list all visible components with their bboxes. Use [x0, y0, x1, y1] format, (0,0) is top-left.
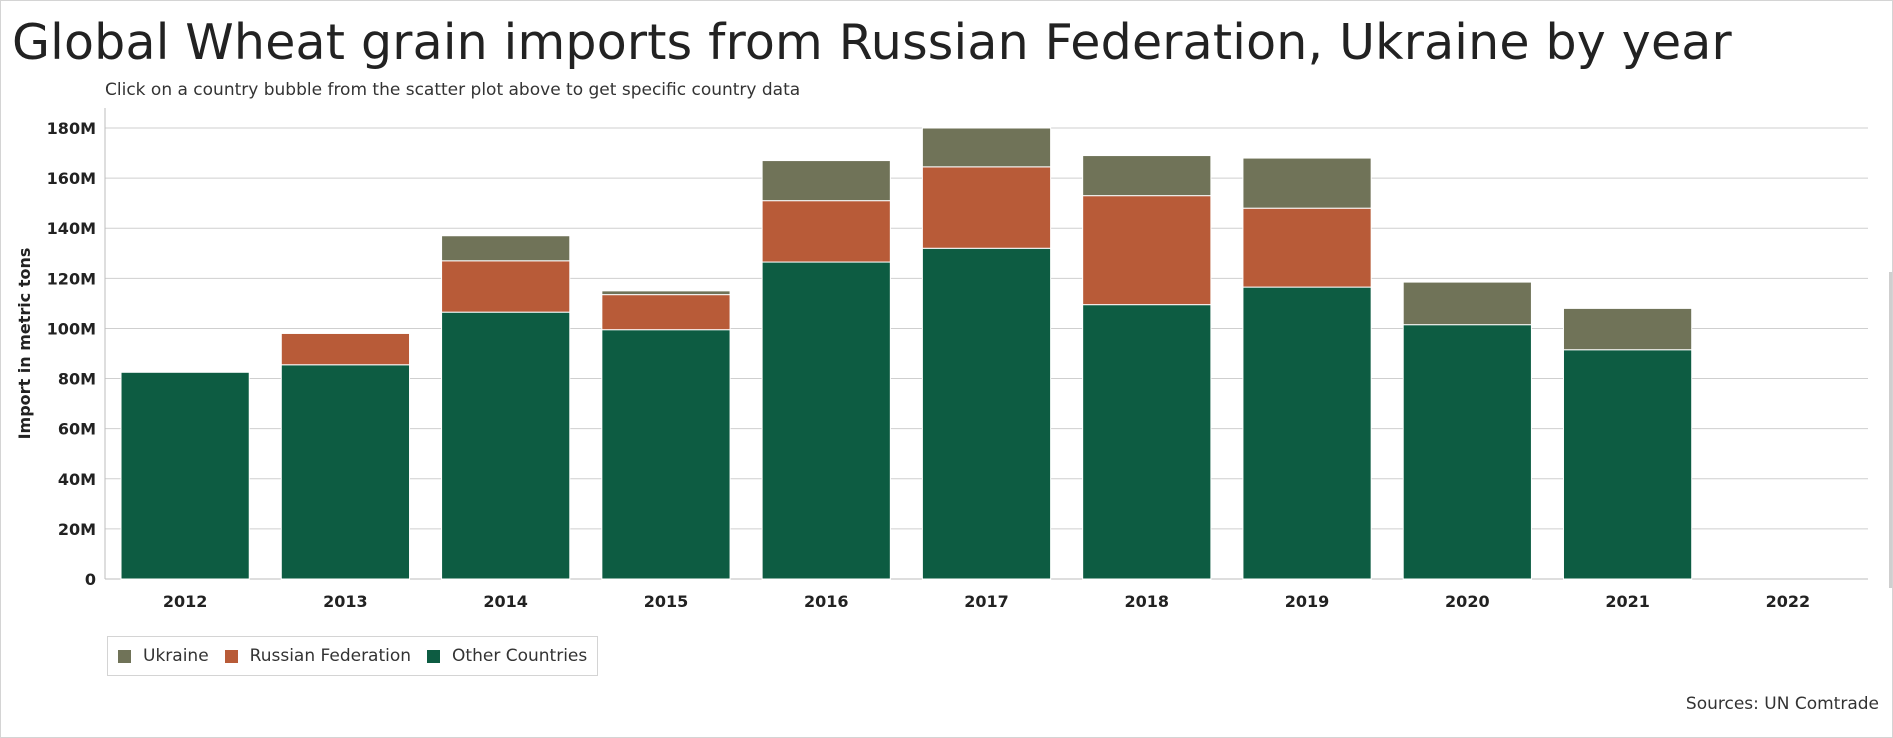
- y-axis-title: Import in metric tons: [15, 248, 34, 440]
- legend-item-other-countries[interactable]: Other Countries: [427, 646, 587, 666]
- y-tick-label: 0: [85, 570, 96, 589]
- bar-segment-russian-federation[interactable]: [441, 260, 571, 313]
- bar-segment-ukraine[interactable]: [601, 290, 731, 296]
- x-tick-label: 2020: [1445, 592, 1490, 611]
- legend: Ukraine Russian Federation Other Countri…: [107, 636, 599, 676]
- bar-segment-other-countries[interactable]: [601, 329, 731, 580]
- legend-item-russian-federation[interactable]: Russian Federation: [224, 646, 412, 666]
- x-tick-label: 2017: [964, 592, 1009, 611]
- y-tick-label: 40M: [58, 470, 96, 489]
- x-tick-label: 2022: [1766, 592, 1811, 611]
- legend-label-russian-federation: Russian Federation: [249, 646, 412, 666]
- legend-label-other-countries: Other Countries: [452, 646, 588, 666]
- bar-segment-other-countries[interactable]: [921, 247, 1052, 580]
- y-tick-label: 100M: [47, 319, 96, 338]
- bar-segment-other-countries[interactable]: [761, 261, 891, 580]
- bar-segment-other-countries[interactable]: [1402, 324, 1532, 580]
- bar-segment-other-countries[interactable]: [280, 364, 411, 580]
- x-tick-label: 2015: [644, 592, 689, 611]
- chart-subtitle: Click on a country bubble from the scatt…: [105, 80, 801, 100]
- scrollbar[interactable]: [1889, 272, 1892, 588]
- bar-segment-other-countries[interactable]: [441, 311, 571, 580]
- x-tick-label: 2018: [1125, 592, 1170, 611]
- bar-segment-russian-federation[interactable]: [1082, 195, 1212, 306]
- bar-segment-russian-federation[interactable]: [280, 332, 411, 366]
- y-axis-ticks: 0 20M 40M 60M 80M 100M 120M 140M 160M 180M: [47, 119, 96, 589]
- bar-segment-russian-federation[interactable]: [1242, 207, 1372, 288]
- bar-segment-other-countries[interactable]: [1562, 349, 1693, 580]
- bar-segment-other-countries[interactable]: [1242, 286, 1372, 580]
- bar-segment-russian-federation[interactable]: [761, 200, 891, 263]
- x-tick-label: 2021: [1605, 592, 1650, 611]
- bar-segment-other-countries[interactable]: [1082, 304, 1212, 580]
- y-tick-label: 80M: [58, 370, 96, 389]
- bar-segment-ukraine[interactable]: [1082, 155, 1212, 197]
- legend-item-ukraine[interactable]: Ukraine: [118, 646, 209, 666]
- bar-segment-ukraine[interactable]: [761, 160, 891, 202]
- legend-swatch-other-countries: [427, 649, 441, 663]
- y-tick-label: 60M: [58, 420, 96, 439]
- chart-title: Global Wheat grain imports from Russian …: [12, 14, 1732, 71]
- x-tick-label: 2013: [323, 592, 368, 611]
- legend-swatch-russian-federation: [224, 649, 238, 663]
- bar-segment-ukraine[interactable]: [921, 127, 1052, 168]
- y-tick-label: 140M: [47, 219, 96, 238]
- bar-segment-ukraine[interactable]: [1242, 157, 1372, 209]
- bars: [120, 127, 1693, 580]
- legend-swatch-ukraine: [118, 649, 131, 663]
- x-tick-label: 2019: [1285, 592, 1330, 611]
- bar-segment-ukraine[interactable]: [1562, 307, 1693, 351]
- source-note: Sources: UN Comtrade: [1685, 694, 1879, 714]
- bar-segment-ukraine[interactable]: [441, 235, 571, 262]
- bar-segment-russian-federation[interactable]: [601, 294, 731, 331]
- x-axis-ticks: 2012 2013 2014 2015 2016 2017 2018 2019 2020 2021…: [163, 592, 1810, 611]
- bar-segment-ukraine[interactable]: [1402, 281, 1532, 326]
- y-tick-label: 20M: [58, 520, 96, 539]
- x-tick-label: 2014: [483, 592, 528, 611]
- bar-segment-other-countries[interactable]: [120, 371, 250, 580]
- x-tick-label: 2016: [804, 592, 849, 611]
- legend-label-ukraine: Ukraine: [143, 646, 209, 666]
- x-tick-label: 2012: [163, 592, 208, 611]
- y-tick-label: 120M: [47, 269, 96, 288]
- bar-segment-russian-federation[interactable]: [921, 166, 1052, 249]
- y-tick-label: 180M: [47, 119, 96, 138]
- y-tick-label: 160M: [47, 169, 96, 188]
